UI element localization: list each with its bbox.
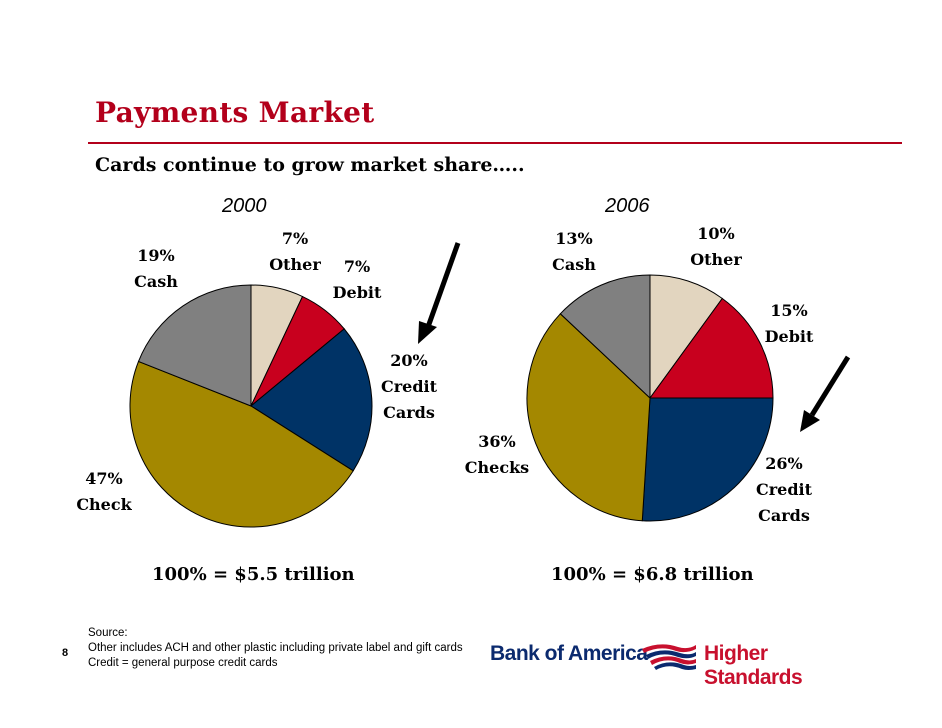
pie-label-2000-check-0: 47% bbox=[85, 469, 122, 488]
pie-labels: 7% Other 7% Debit 20% Credit Cards 47% Check 19% C… bbox=[76, 224, 814, 525]
total-label-2006: 100% = $6.8 trillion bbox=[551, 564, 754, 585]
pie-chart-2000 bbox=[129, 284, 373, 528]
pie-slice-2006-credit bbox=[641, 397, 774, 522]
pie-label-2006-debit-1: Debit bbox=[765, 327, 814, 346]
pie-slice-2000-cash bbox=[137, 284, 252, 407]
page-subtitle: Cards continue to grow market share….. bbox=[95, 154, 525, 176]
chart-title-2000: 2000 bbox=[222, 195, 267, 217]
pie-label-2006-check-0: 36% bbox=[478, 432, 515, 451]
pie-label-2006-check-1: Checks bbox=[465, 458, 529, 477]
bank-of-america-logo: Bank of America Higher Standards bbox=[490, 637, 870, 689]
logo-tagline: Higher Standards bbox=[704, 642, 803, 689]
title-divider bbox=[88, 142, 902, 144]
logo-brand: Bank of America bbox=[490, 642, 648, 665]
pie-label-2006-debit-0: 15% bbox=[770, 301, 807, 320]
pie-slice-2006-cash bbox=[559, 274, 651, 400]
slide-number: 8 bbox=[62, 647, 69, 659]
pie-label-2006-cash-1: Cash bbox=[552, 255, 596, 274]
pie-label-2006-credit-0: 26% bbox=[765, 454, 802, 473]
trend-arrow-2000 bbox=[425, 242, 461, 328]
total-label-2000: 100% = $5.5 trillion bbox=[152, 564, 355, 585]
pie-slice-2006-check bbox=[526, 313, 651, 522]
pie-label-2000-credit-0: 20% bbox=[390, 351, 427, 370]
chart-title-2006: 2006 bbox=[605, 195, 650, 217]
pie-label-2000-debit-1: Debit bbox=[333, 283, 382, 302]
pie-label-2000-debit-0: 7% bbox=[344, 257, 370, 276]
pie-label-2000-check-1: Check bbox=[76, 495, 132, 514]
page-title: Payments Market bbox=[95, 96, 375, 129]
pie-slice-2000-check bbox=[129, 360, 354, 528]
pie-label-2006-other-0: 10% bbox=[697, 224, 734, 243]
pie-label-2000-other-1: Other bbox=[269, 255, 321, 274]
pie-label-2000-credit-1: Credit bbox=[381, 377, 438, 396]
footnote-source: Source: bbox=[88, 627, 128, 639]
pie-label-2006-credit-2: Cards bbox=[758, 506, 810, 525]
pie-slice-2006-other bbox=[649, 274, 723, 400]
pie-label-2000-other-0: 7% bbox=[282, 229, 308, 248]
footnote-credit: Credit = general purpose credit cards bbox=[88, 657, 278, 669]
pie-label-2006-credit-1: Credit bbox=[756, 480, 813, 499]
pie-label-2006-other-1: Other bbox=[690, 250, 742, 269]
footnote-other: Other includes ACH and other plastic inc… bbox=[88, 642, 463, 654]
pie-label-2000-cash-1: Cash bbox=[134, 272, 178, 291]
trend-arrows bbox=[418, 242, 851, 432]
trend-arrow-2006 bbox=[809, 355, 851, 417]
pie-slice-2000-credit bbox=[250, 328, 373, 472]
arrowhead-2000 bbox=[418, 321, 437, 344]
pie-label-2000-cash-0: 19% bbox=[137, 246, 174, 265]
arrowhead-2006 bbox=[800, 410, 820, 432]
pie-label-2006-cash-0: 13% bbox=[555, 229, 592, 248]
pie-label-2000-credit-2: Cards bbox=[383, 403, 435, 422]
pie-slice-2006-debit bbox=[649, 297, 774, 399]
pie-chart-2006 bbox=[526, 274, 774, 522]
flag-icon bbox=[642, 644, 696, 670]
